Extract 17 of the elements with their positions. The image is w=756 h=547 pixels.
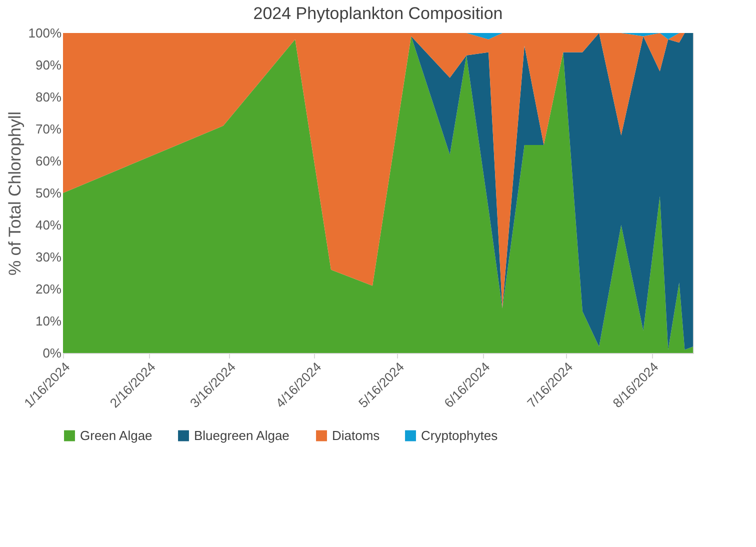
- y-tick-label: 70%: [35, 122, 62, 136]
- legend-label: Cryptophytes: [421, 428, 498, 443]
- y-tick-label: 50%: [35, 186, 62, 200]
- y-tick-label: 100%: [28, 26, 62, 40]
- chart-title: 2024 Phytoplankton Composition: [253, 4, 503, 23]
- legend-label: Bluegreen Algae: [194, 428, 290, 443]
- y-tick-label: 40%: [35, 218, 62, 232]
- legend-label: Green Algae: [80, 428, 152, 443]
- y-tick-label: 60%: [35, 154, 62, 168]
- y-tick-label: 30%: [35, 250, 62, 264]
- y-tick-label: 80%: [35, 90, 62, 104]
- y-tick-label: 90%: [35, 58, 62, 72]
- legend-label: Diatoms: [332, 428, 380, 443]
- y-tick-label: 10%: [35, 314, 62, 328]
- y-tick-label: 0%: [42, 346, 62, 360]
- y-axis-title: % of Total Chlorophyll: [5, 111, 24, 276]
- y-tick-label: 20%: [35, 282, 62, 296]
